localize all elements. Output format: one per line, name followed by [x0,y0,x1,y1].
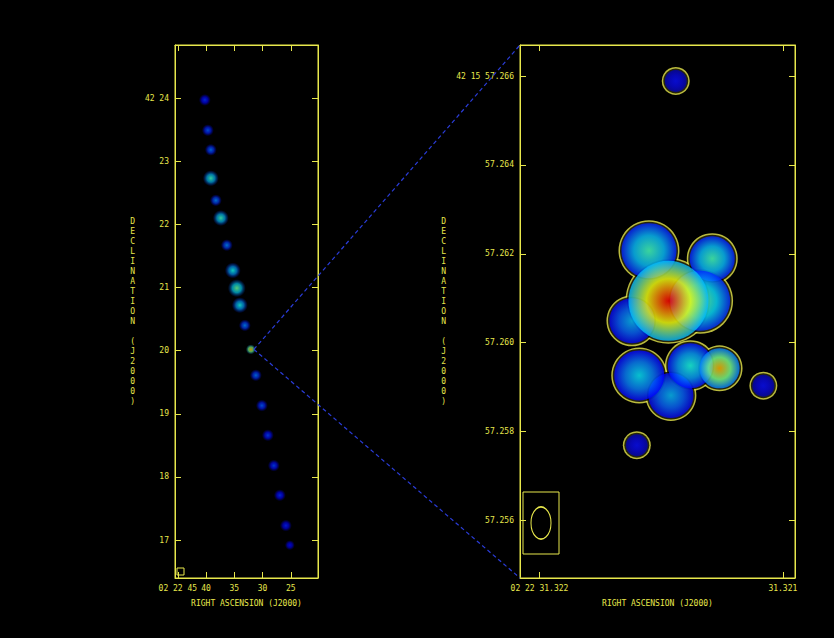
svg-text:0: 0 [441,387,446,396]
svg-text:RIGHT ASCENSION (J2000): RIGHT ASCENSION (J2000) [602,599,713,608]
svg-text:57.258: 57.258 [485,427,514,436]
svg-text:O: O [441,307,446,316]
svg-text:D: D [130,217,135,226]
svg-text:): ) [441,397,446,406]
svg-text:D: D [441,217,446,226]
svg-text:57.260: 57.260 [485,338,514,347]
svg-text:0: 0 [441,367,446,376]
svg-text:I: I [441,297,446,306]
svg-text:RIGHT ASCENSION (J2000): RIGHT ASCENSION (J2000) [191,599,302,608]
svg-text:O: O [130,307,135,316]
svg-text:19: 19 [159,409,169,418]
svg-text:I: I [130,257,135,266]
svg-text:2: 2 [130,357,135,366]
svg-text:21: 21 [159,283,169,292]
svg-text:C: C [130,237,135,246]
svg-text:J: J [130,347,135,356]
svg-text:35: 35 [230,584,240,593]
svg-text:25: 25 [286,584,296,593]
svg-text:N: N [130,317,135,326]
svg-text:20: 20 [159,346,169,355]
svg-text:22: 22 [159,220,169,229]
svg-text:(: ( [441,337,446,346]
svg-text:N: N [130,267,135,276]
svg-text:17: 17 [159,536,169,545]
svg-text:(: ( [130,337,135,346]
svg-text:E: E [130,227,135,236]
svg-text:L: L [441,247,446,256]
svg-text:57.262: 57.262 [485,249,514,258]
svg-text:T: T [441,287,446,296]
svg-text:I: I [130,297,135,306]
svg-text:L: L [130,247,135,256]
svg-text:C: C [441,237,446,246]
svg-text:A: A [441,277,446,286]
svg-text:E: E [441,227,446,236]
svg-text:42 24: 42 24 [145,94,169,103]
svg-text:I: I [441,257,446,266]
svg-text:0: 0 [130,377,135,386]
svg-text:31.321: 31.321 [768,584,797,593]
svg-text:42 15 57.266: 42 15 57.266 [456,72,514,81]
svg-text:N: N [441,267,446,276]
svg-text:40: 40 [201,584,211,593]
svg-text:02 22 31.322: 02 22 31.322 [511,584,569,593]
svg-text:A: A [130,277,135,286]
svg-text:0: 0 [130,387,135,396]
svg-text:J: J [441,347,446,356]
svg-text:0: 0 [130,367,135,376]
svg-text:18: 18 [159,472,169,481]
svg-text:): ) [130,397,135,406]
svg-text:2: 2 [441,357,446,366]
svg-text:30: 30 [258,584,268,593]
svg-text:57.264: 57.264 [485,160,514,169]
svg-text:57.256: 57.256 [485,516,514,525]
svg-text:0: 0 [441,377,446,386]
svg-text:23: 23 [159,157,169,166]
svg-text:N: N [441,317,446,326]
svg-text:02 22 45: 02 22 45 [159,584,198,593]
svg-text:T: T [130,287,135,296]
